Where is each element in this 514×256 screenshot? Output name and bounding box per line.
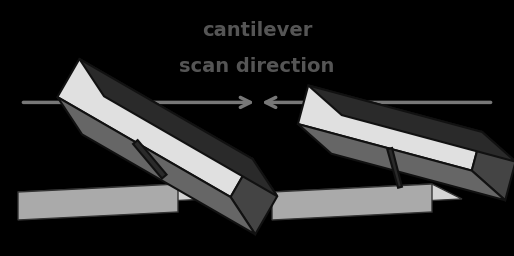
Polygon shape <box>18 184 178 220</box>
Polygon shape <box>18 184 208 207</box>
Polygon shape <box>272 184 432 220</box>
Polygon shape <box>387 148 402 188</box>
Polygon shape <box>308 86 514 162</box>
Polygon shape <box>79 59 277 196</box>
Polygon shape <box>272 184 462 207</box>
Polygon shape <box>298 86 482 170</box>
Text: cantilever: cantilever <box>202 21 312 40</box>
Polygon shape <box>298 124 505 200</box>
Polygon shape <box>231 159 277 234</box>
Polygon shape <box>58 97 255 234</box>
Text: scan direction: scan direction <box>179 57 335 76</box>
Polygon shape <box>58 59 252 197</box>
Polygon shape <box>472 132 514 200</box>
Polygon shape <box>133 140 167 178</box>
